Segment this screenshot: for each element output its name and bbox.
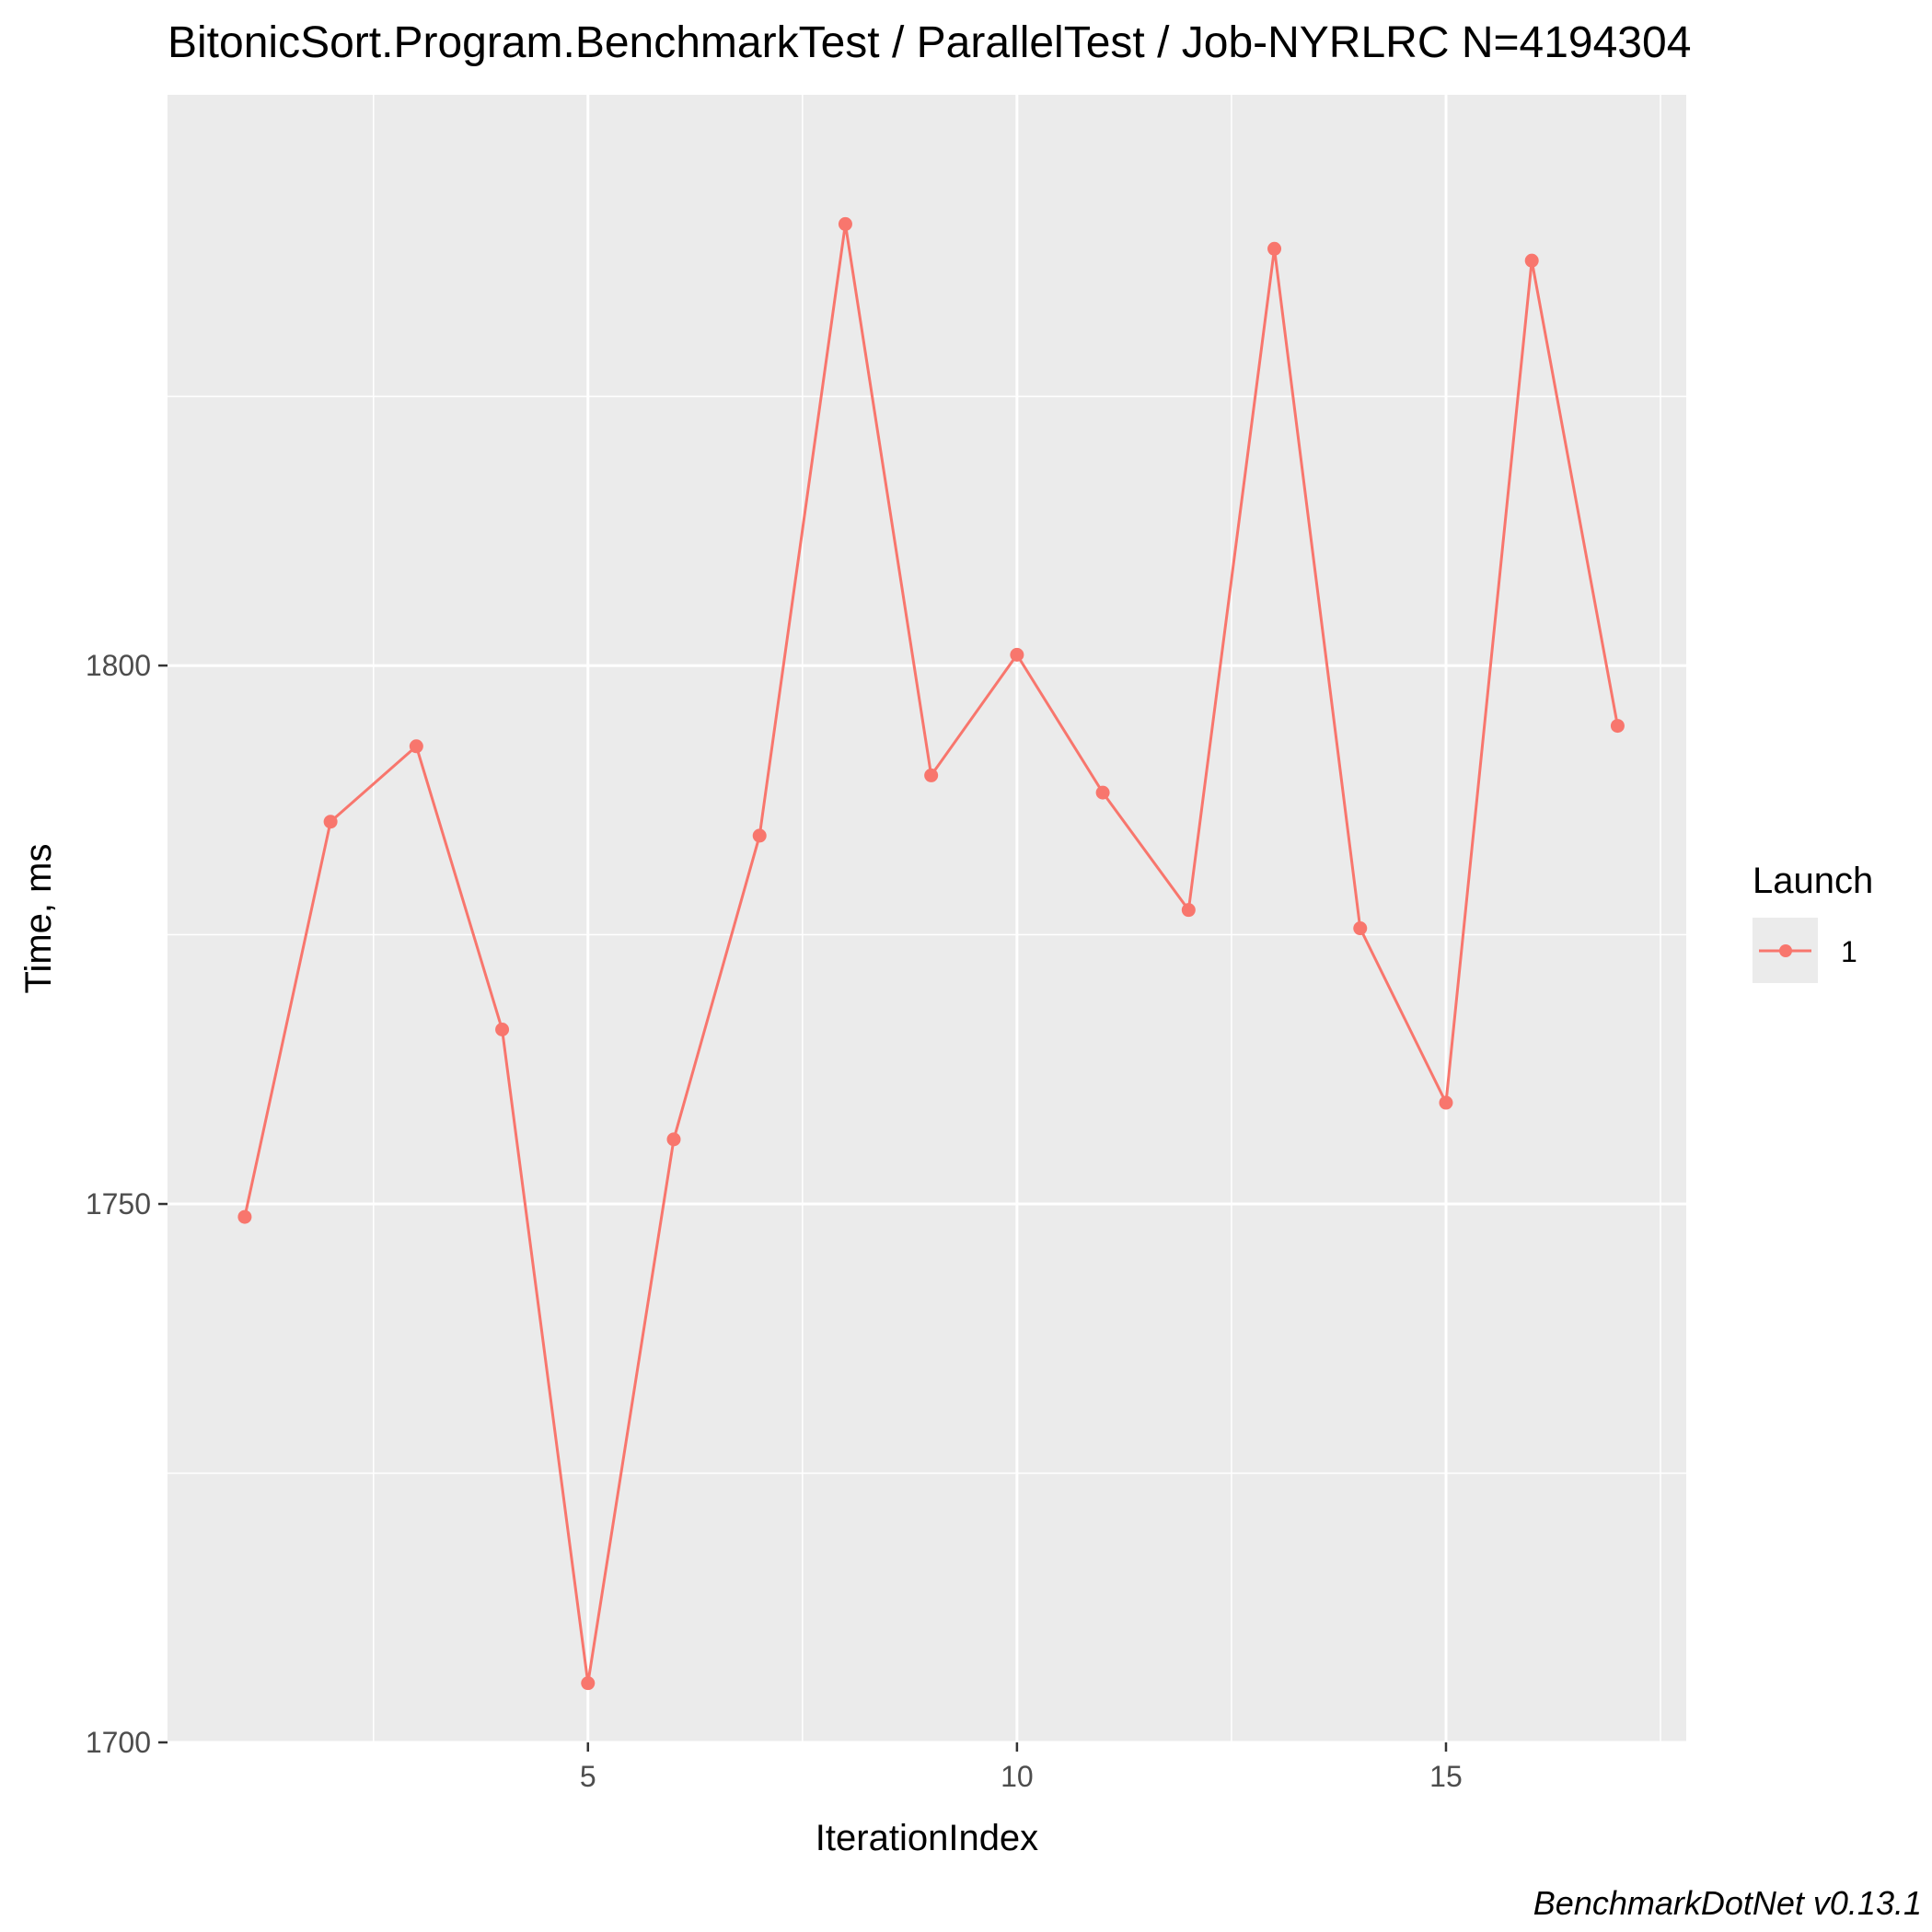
data-point xyxy=(495,1023,510,1037)
data-point xyxy=(838,216,852,231)
data-point xyxy=(1267,241,1282,256)
data-point xyxy=(1524,253,1539,268)
legend-entry-label: 1 xyxy=(1841,935,1857,968)
caption: BenchmarkDotNet v0.13.1 xyxy=(1533,1884,1922,1922)
x-tick-label: 15 xyxy=(1429,1760,1463,1793)
data-point xyxy=(1010,647,1024,662)
legend: Launch 1 xyxy=(1753,861,1873,983)
x-axis-title: IterationIndex xyxy=(816,1818,1038,1858)
y-tick-label: 1800 xyxy=(86,649,151,682)
data-point xyxy=(1181,903,1196,918)
plot-panel xyxy=(168,95,1686,1742)
y-axis-title: Time, ms xyxy=(18,844,59,994)
legend-title: Launch xyxy=(1753,861,1873,901)
data-point xyxy=(752,828,767,843)
grid-minor xyxy=(168,95,1686,1742)
data-point xyxy=(924,768,939,782)
data-point xyxy=(1095,785,1110,800)
x-tick-label: 5 xyxy=(580,1760,596,1793)
grid-major xyxy=(168,95,1686,1744)
data-point xyxy=(1610,719,1625,734)
chart-title: BitonicSort.Program.BenchmarkTest / Para… xyxy=(168,18,1691,67)
legend-key-point xyxy=(1779,944,1792,957)
y-tick-label: 1700 xyxy=(86,1726,151,1759)
y-tick-label: 1750 xyxy=(86,1187,151,1221)
data-point xyxy=(323,815,338,829)
data-point xyxy=(666,1132,681,1147)
data-point xyxy=(1439,1095,1453,1110)
series-layer xyxy=(237,216,1625,1691)
data-point xyxy=(237,1209,252,1224)
data-point xyxy=(409,739,423,754)
data-point xyxy=(581,1676,596,1691)
x-tick-label: 10 xyxy=(1001,1760,1034,1793)
data-point xyxy=(1353,921,1368,936)
axis-layer: 5 10 15 1700 1750 1800 xyxy=(86,649,1463,1793)
